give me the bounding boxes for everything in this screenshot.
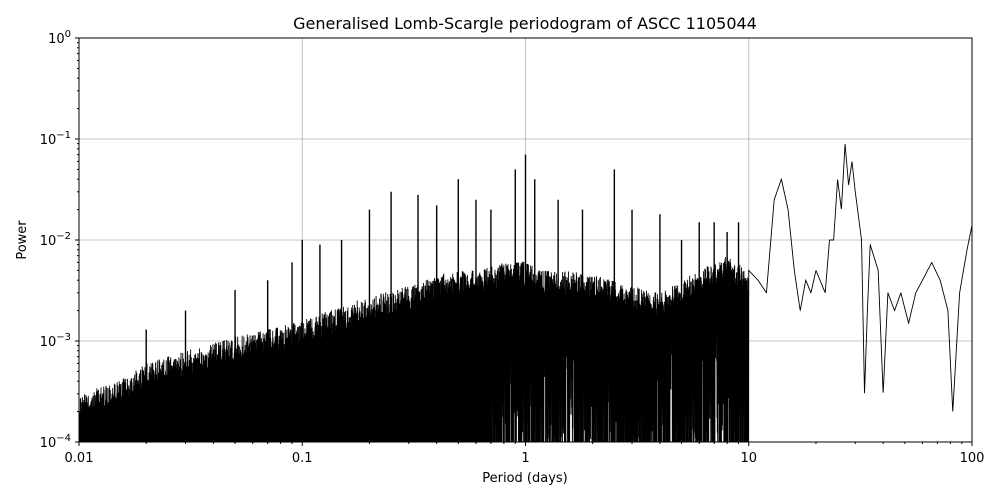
y-tick-label: 100 — [48, 29, 71, 47]
y-tick-label: 10−3 — [40, 332, 71, 350]
plot-area — [79, 144, 972, 442]
y-axis: 10−4 10−3 10−2 10−1 100 — [40, 29, 79, 451]
y-axis-label: Power — [15, 220, 30, 260]
x-axis-label: Period (days) — [482, 471, 568, 486]
y-tick-label: 10−1 — [40, 130, 71, 148]
x-tick-label: 10 — [740, 451, 757, 466]
dense-region-fill — [79, 301, 491, 442]
y-tick-label: 10−4 — [40, 433, 71, 451]
x-tick-label: 1 — [521, 451, 529, 466]
x-axis: 0.01 0.1 1 10 100 — [65, 442, 985, 466]
series-group — [79, 144, 972, 442]
y-tick-label: 10−2 — [40, 231, 71, 249]
x-tick-label: 100 — [960, 451, 985, 466]
chart-title: Generalised Lomb-Scargle periodogram of … — [293, 14, 757, 33]
x-tick-label: 0.1 — [292, 451, 313, 466]
x-tick-label: 0.01 — [65, 451, 94, 466]
